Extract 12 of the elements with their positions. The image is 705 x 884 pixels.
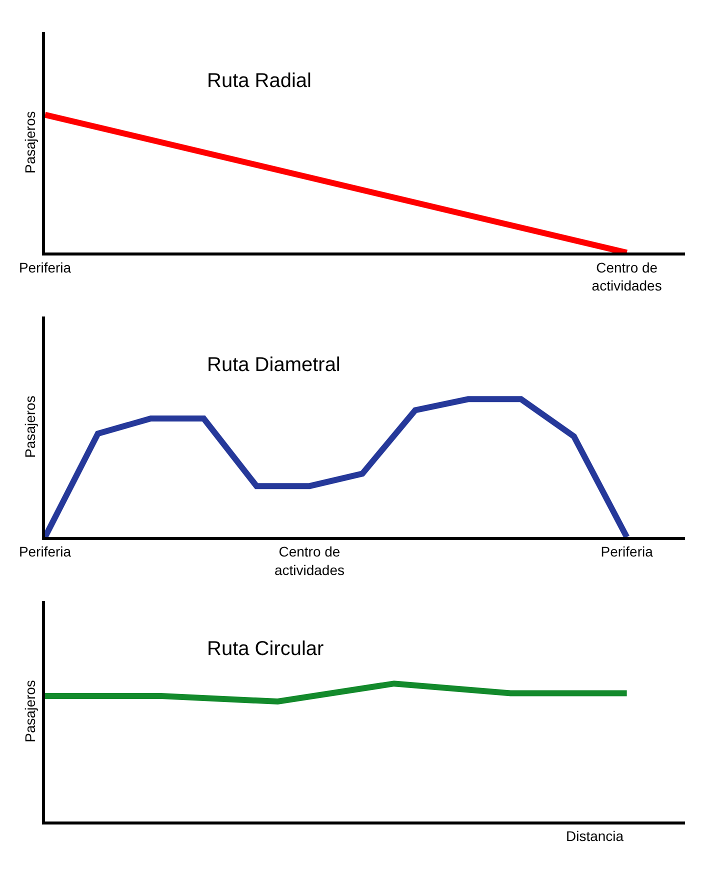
x-axis-title: Distancia	[566, 828, 624, 844]
x-tick-label: Centro de actividades	[592, 259, 662, 294]
chart-title: Ruta Radial	[207, 70, 312, 92]
x-tick-label: Periferia	[18, 544, 72, 560]
x-tick-label: Centro de actividades	[274, 544, 344, 578]
y-axis-title: Pasajeros	[22, 680, 38, 742]
y-axis-title: Pasajeros	[22, 396, 38, 458]
chart-title: Ruta Circular	[207, 638, 324, 660]
chart-title: Ruta Diametral	[207, 354, 340, 376]
x-tick-label: Periferia	[600, 544, 654, 560]
x-tick-label: Periferia	[18, 259, 72, 276]
y-axis-title: Pasajeros	[22, 111, 38, 174]
